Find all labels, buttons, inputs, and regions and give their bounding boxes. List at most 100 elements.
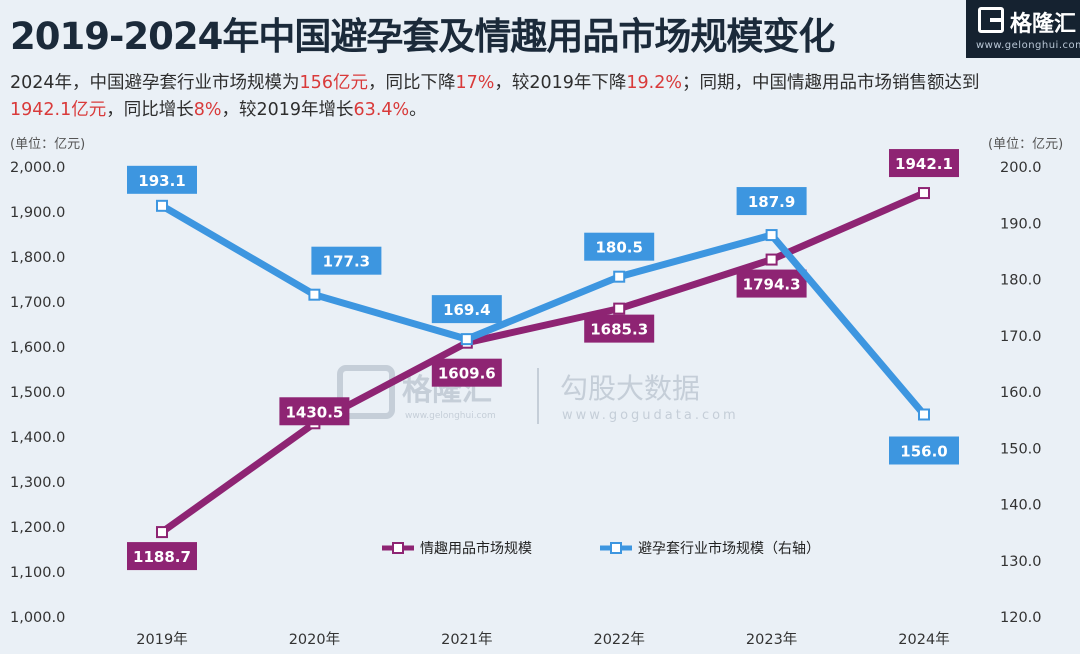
- data-label-box: [889, 436, 959, 465]
- data-label: 1609.6: [438, 365, 496, 383]
- watermark-source: 勾股大数据: [560, 372, 700, 405]
- series-point: [613, 302, 626, 315]
- series-1: 193.1 177.3 169.4 180.5 187.9 156.0: [127, 165, 959, 465]
- data-label-box: [311, 246, 382, 275]
- data-label-box: [736, 269, 807, 298]
- logo-name: 格隆汇: [1010, 12, 1077, 37]
- left-axis: 1,000.0 1,100.0 1,200.0 1,300.0 1,400.0 1,500…: [10, 160, 65, 626]
- subtitle-text-2: ，同比下降: [367, 73, 456, 93]
- subtitle-value-condom-vs2019: 19.2%: [626, 73, 682, 93]
- series-0: 1188.7 1430.5 1609.6 1685.3 1794.3 1942.1: [127, 149, 959, 571]
- subtitle-value-adult-yoy: 8%: [193, 100, 222, 120]
- subtitle-value-condom-size: 156亿元: [299, 73, 368, 93]
- right-tick-label: 170.0: [1000, 329, 1042, 345]
- data-label: 177.3: [323, 253, 370, 271]
- data-label: 187.9: [748, 193, 795, 211]
- data-label-box: [127, 165, 197, 194]
- subtitle-value-adult-sales: 1942.1亿元: [10, 100, 107, 120]
- logo-url: www.gelonghui.com: [976, 40, 1080, 51]
- legend-item-0: 情趣用品市场规模: [382, 540, 532, 557]
- right-tick-label: 180.0: [1000, 273, 1042, 289]
- left-tick-label: 1,500.0: [10, 385, 65, 401]
- x-tick-label: 2023年: [746, 631, 797, 648]
- series-point: [613, 270, 626, 283]
- subtitle-value-condom-yoy: 17%: [455, 73, 495, 93]
- x-tick-label: 2019年: [136, 631, 187, 648]
- left-tick-label: 1,600.0: [10, 340, 65, 356]
- series-point: [156, 199, 168, 212]
- legend-marker: [610, 542, 622, 554]
- series-point: [765, 253, 778, 266]
- data-label-box: [584, 232, 655, 261]
- left-tick-label: 1,100.0: [10, 565, 65, 581]
- legend-marker: [392, 542, 404, 554]
- x-tick-label: 2021年: [441, 631, 492, 648]
- right-tick-label: 140.0: [1000, 498, 1042, 514]
- subtitle-text-7: 。: [409, 100, 427, 120]
- data-label-box: [584, 314, 655, 343]
- legend-label: 情趣用品市场规模: [420, 540, 532, 557]
- legend-label: 避孕套行业市场规模（右轴）: [638, 540, 820, 557]
- watermark-brand-url: www.gelonghui.com: [405, 411, 496, 421]
- series-point: [308, 288, 321, 301]
- series-point: [918, 408, 930, 421]
- right-tick-label: 150.0: [1000, 441, 1042, 457]
- right-axis: 120.0 130.0 140.0 150.0 160.0 170.0 180.0 190.0…: [1000, 160, 1042, 626]
- data-label: 193.1: [138, 172, 185, 190]
- right-axis-unit: (单位：亿元): [988, 137, 1063, 152]
- data-label-box: [431, 295, 502, 324]
- data-label: 1685.3: [590, 321, 648, 339]
- data-label: 1188.7: [133, 548, 191, 566]
- series-layer: 1188.71430.51609.61685.31794.31942.1193.…: [127, 149, 959, 571]
- left-tick-label: 1,700.0: [10, 295, 65, 311]
- subtitle-text-1: 2024年，中国避孕套行业市场规模为: [10, 73, 300, 93]
- series-point: [918, 187, 930, 200]
- series-line: [158, 189, 928, 536]
- left-tick-label: 1,200.0: [10, 520, 65, 536]
- brand-logo: 格隆汇 www.gelonghui.com: [966, 0, 1080, 58]
- series-point: [460, 333, 473, 346]
- watermark-source-url: www.gogudata.com: [562, 408, 739, 423]
- subtitle-value-adult-vs2019: 63.4%: [353, 100, 410, 120]
- left-tick-label: 1,000.0: [10, 610, 65, 626]
- x-tick-label: 2020年: [289, 631, 340, 648]
- data-label: 156.0: [900, 443, 947, 461]
- data-label-box: [279, 397, 350, 426]
- x-tick-label: 2022年: [593, 631, 644, 648]
- data-label: 169.4: [443, 301, 490, 319]
- x-tick-label: 2024年: [898, 631, 949, 648]
- watermark-logo-icon: [337, 365, 395, 419]
- right-tick-label: 160.0: [1000, 385, 1042, 401]
- right-tick-label: 190.0: [1000, 216, 1042, 232]
- data-label: 1430.5: [285, 403, 343, 421]
- left-axis-unit: (单位：亿元): [10, 137, 85, 152]
- chart-title: 2019-2024年中国避孕套及情趣用品市场规模变化: [10, 15, 835, 58]
- watermark: 格隆汇 www.gelonghui.com 勾股大数据 www.gogudata…: [337, 365, 739, 424]
- data-label: 1942.1: [895, 155, 953, 173]
- left-tick-label: 1,800.0: [10, 250, 65, 266]
- right-tick-label: 120.0: [1000, 610, 1042, 626]
- right-tick-label: 200.0: [1000, 160, 1042, 176]
- subtitle-text-4: ；同期，中国情趣用品市场销售额达到: [682, 73, 980, 93]
- data-label: 1794.3: [743, 276, 801, 294]
- x-axis: 2019年 2020年 2021年 2022年 2023年 2024年: [136, 631, 949, 648]
- data-label: 180.5: [595, 239, 642, 257]
- legend: 情趣用品市场规模 避孕套行业市场规模（右轴）: [382, 540, 820, 557]
- data-label-box: [889, 149, 959, 178]
- series-line: [158, 202, 928, 418]
- chart-subtitle: 2024年，中国避孕套行业市场规模为156亿元，同比下降17%，较2019年下降…: [10, 70, 1010, 124]
- left-tick-label: 1,300.0: [10, 475, 65, 491]
- subtitle-text-3: ，较2019年下降: [494, 73, 627, 93]
- data-label-box: [127, 542, 197, 571]
- right-tick-label: 130.0: [1000, 554, 1042, 570]
- data-label-box: [736, 187, 807, 216]
- series-point: [765, 229, 778, 242]
- subtitle-text-5: ，同比增长: [106, 100, 194, 120]
- legend-item-1: 避孕套行业市场规模（右轴）: [600, 540, 820, 557]
- subtitle-text-6: ，较2019年增长: [221, 100, 354, 120]
- left-tick-label: 1,900.0: [10, 205, 65, 221]
- left-tick-label: 2,000.0: [10, 160, 65, 176]
- series-point: [156, 526, 168, 539]
- left-tick-label: 1,400.0: [10, 430, 65, 446]
